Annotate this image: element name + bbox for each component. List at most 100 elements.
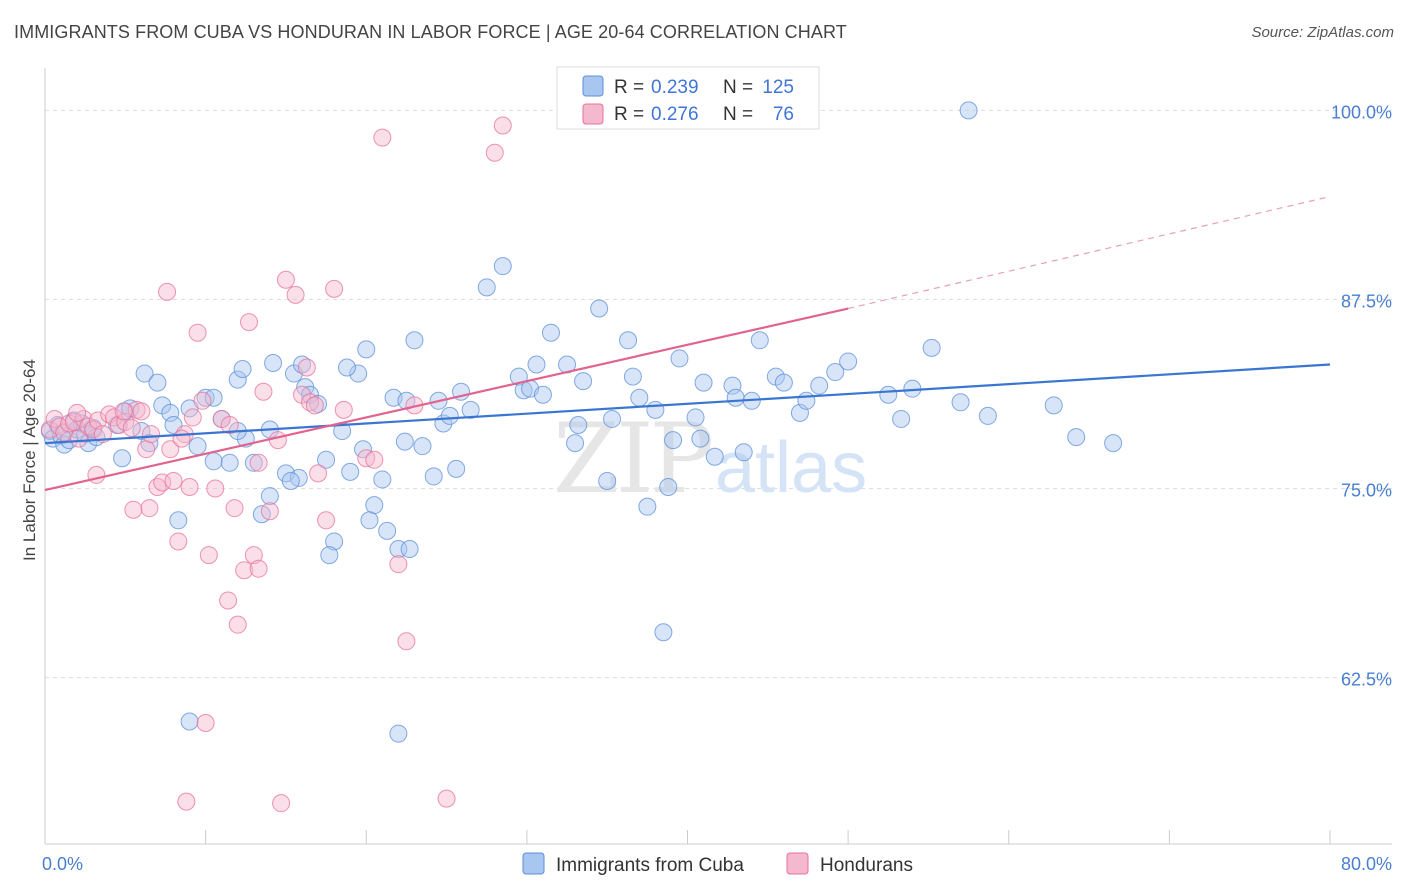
data-point-cuba bbox=[574, 372, 593, 391]
data-point-honduran bbox=[158, 282, 177, 301]
data-point-honduran bbox=[365, 450, 384, 469]
data-point-cuba bbox=[797, 391, 816, 410]
data-point-honduran bbox=[286, 285, 305, 304]
data-point-cuba bbox=[978, 406, 997, 425]
data-point-honduran bbox=[260, 502, 279, 521]
data-point-cuba bbox=[337, 358, 356, 377]
data-point-honduran bbox=[69, 429, 88, 448]
data-point-cuba bbox=[569, 415, 588, 434]
data-point-cuba bbox=[113, 449, 132, 468]
data-point-honduran bbox=[196, 713, 215, 732]
data-point-cuba bbox=[619, 331, 638, 350]
data-point-cuba bbox=[180, 712, 199, 731]
data-point-cuba bbox=[493, 257, 512, 276]
data-point-cuba bbox=[1067, 428, 1086, 447]
data-point-cuba bbox=[826, 363, 845, 382]
trend-line-honduran-extension bbox=[847, 195, 1331, 310]
data-point-cuba bbox=[734, 443, 753, 462]
x-ticks bbox=[44, 830, 1331, 844]
data-point-honduran bbox=[180, 478, 199, 497]
data-point-cuba bbox=[654, 623, 673, 642]
data-point-cuba bbox=[281, 471, 300, 490]
trend-line-honduran bbox=[44, 307, 849, 492]
data-point-cuba bbox=[694, 373, 713, 392]
data-point-cuba bbox=[638, 497, 657, 516]
data-point-honduran bbox=[249, 453, 268, 472]
data-point-cuba bbox=[705, 447, 724, 466]
data-point-honduran bbox=[137, 440, 156, 459]
data-point-cuba bbox=[603, 409, 622, 428]
bottom-legend: Immigrants from Cuba Hondurans bbox=[522, 852, 913, 876]
data-point-cuba bbox=[509, 367, 528, 386]
data-point-cuba bbox=[373, 470, 392, 489]
data-point-honduran bbox=[437, 789, 456, 808]
data-point-honduran bbox=[325, 279, 344, 298]
data-point-cuba bbox=[879, 385, 898, 404]
source-label: Source: ZipAtlas.com bbox=[1251, 24, 1394, 41]
data-point-honduran bbox=[169, 532, 188, 551]
data-point-cuba bbox=[566, 434, 585, 453]
series-honduran-points bbox=[40, 101, 585, 813]
data-point-cuba bbox=[477, 278, 496, 297]
x-tick-label-max: 80.0% bbox=[1341, 854, 1392, 874]
x-tick-label-min: 0.0% bbox=[42, 854, 83, 874]
data-point-honduran bbox=[272, 794, 291, 813]
data-point-honduran bbox=[225, 499, 244, 518]
legend-swatch-cuba bbox=[582, 75, 604, 97]
data-point-cuba bbox=[723, 376, 742, 395]
data-point-cuba bbox=[440, 406, 459, 425]
data-point-cuba bbox=[204, 388, 223, 407]
gridlines bbox=[45, 109, 1392, 679]
data-point-honduran bbox=[122, 419, 141, 438]
data-point-honduran bbox=[301, 393, 320, 412]
data-point-cuba bbox=[630, 388, 649, 407]
data-point-cuba bbox=[461, 400, 480, 419]
data-point-cuba bbox=[750, 331, 769, 350]
data-point-cuba bbox=[959, 101, 978, 120]
legend-r-value-cuba: 0.239 bbox=[651, 77, 699, 98]
data-point-cuba bbox=[1104, 434, 1123, 453]
y-tick-label: 62.5% bbox=[1341, 670, 1392, 690]
data-point-honduran bbox=[164, 471, 183, 490]
data-point-cuba bbox=[691, 429, 710, 448]
data-point-cuba bbox=[395, 432, 414, 451]
legend-r-value-honduran: 0.276 bbox=[651, 104, 699, 125]
legend-n-label-cuba: N = bbox=[723, 77, 753, 98]
data-point-cuba bbox=[325, 532, 344, 551]
data-point-cuba bbox=[527, 355, 546, 374]
data-point-honduran bbox=[114, 402, 133, 421]
data-point-cuba bbox=[400, 540, 419, 559]
data-point-honduran bbox=[177, 792, 196, 811]
legend-swatch-honduran bbox=[582, 103, 604, 125]
data-point-honduran bbox=[220, 415, 239, 434]
data-point-cuba bbox=[405, 331, 424, 350]
data-point-cuba bbox=[349, 364, 368, 383]
data-point-cuba bbox=[646, 400, 665, 419]
data-point-honduran bbox=[153, 473, 172, 492]
data-point-honduran bbox=[140, 499, 159, 518]
data-point-cuba bbox=[447, 459, 466, 478]
data-point-honduran bbox=[228, 615, 247, 634]
data-point-cuba bbox=[810, 376, 829, 395]
data-point-cuba bbox=[389, 724, 408, 743]
data-point-honduran bbox=[297, 358, 316, 377]
data-point-cuba bbox=[598, 471, 617, 490]
data-point-cuba bbox=[670, 349, 689, 368]
legend: R = 0.239 N = 125 R = 0.276 N = 76 bbox=[556, 66, 820, 130]
data-point-honduran bbox=[193, 391, 212, 410]
data-point-cuba bbox=[293, 355, 311, 374]
data-point-cuba bbox=[533, 385, 552, 404]
data-point-cuba bbox=[839, 352, 858, 371]
watermark: ZIP atlas bbox=[553, 403, 867, 515]
data-point-honduran bbox=[172, 429, 191, 448]
data-point-cuba bbox=[664, 431, 683, 450]
legend-r-label-cuba: R = bbox=[614, 77, 644, 98]
data-point-honduran bbox=[199, 546, 218, 565]
data-point-cuba bbox=[264, 353, 283, 372]
data-point-honduran bbox=[493, 116, 512, 135]
y-axis-label: In Labor Force | Age 20-64 bbox=[20, 359, 39, 561]
data-point-honduran bbox=[244, 546, 263, 565]
y-tick-label: 100.0% bbox=[1331, 102, 1392, 122]
data-point-cuba bbox=[135, 364, 154, 383]
